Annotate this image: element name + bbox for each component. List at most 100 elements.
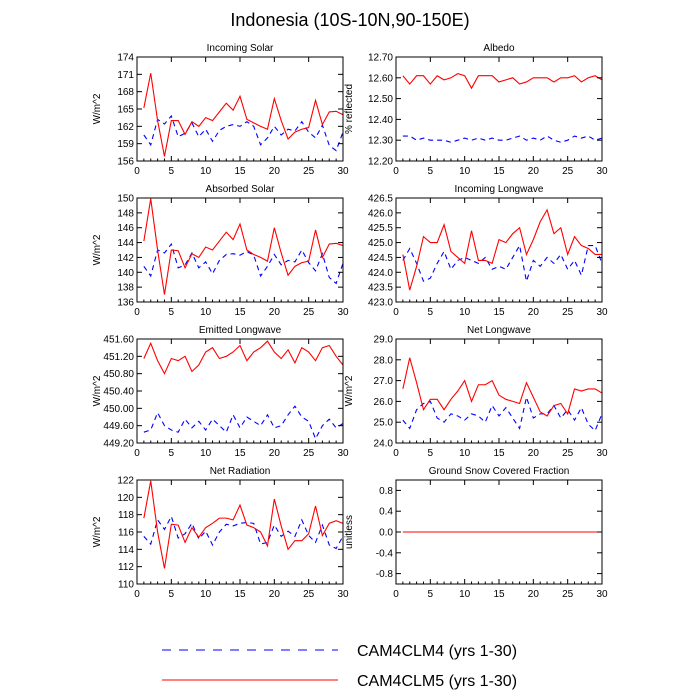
x-tick-label: 0: [134, 589, 140, 600]
panel-title: Emitted Longwave: [199, 325, 282, 336]
x-tick-label: 20: [269, 448, 281, 459]
series-clm4-line: [143, 114, 344, 152]
series-clm5-line: [143, 480, 344, 569]
x-tick-label: 15: [234, 166, 246, 177]
x-tick-label: 5: [428, 307, 434, 318]
panel-title: Albedo: [483, 43, 515, 54]
plot-frame: [395, 338, 603, 444]
y-tick-label: 144: [117, 238, 134, 249]
series-clm5-line: [402, 73, 603, 90]
y-tick-label: 425.5: [368, 223, 393, 234]
y-tick-label: 142: [117, 253, 134, 264]
panel-incoming-solar: Incoming Solar 0 5 10 15 20 25 30 156 159 162 165 16…: [92, 43, 349, 177]
panel-title: Incoming Solar: [207, 43, 274, 54]
y-tick-label: 450.80: [103, 369, 134, 380]
y-tick-label: 116: [118, 528, 134, 539]
x-tick-label: 30: [596, 448, 608, 459]
y-tick-label: 12.50: [368, 94, 393, 105]
x-tick-label: 30: [337, 166, 349, 177]
x-tick-label: 10: [459, 589, 471, 600]
y-tick-label: 426.0: [368, 208, 393, 219]
x-tick-label: 25: [303, 166, 315, 177]
series-clm5-line: [143, 198, 344, 295]
panel-title: Net Longwave: [467, 325, 531, 336]
x-tick-label: 5: [428, 166, 434, 177]
x-tick-label: 15: [493, 307, 505, 318]
y-tick-label: 112: [118, 562, 134, 573]
y-tick-label: 12.60: [368, 73, 393, 84]
x-tick-label: 10: [459, 307, 471, 318]
y-tick-label: 29.0: [374, 335, 394, 346]
x-tick-label: 20: [269, 589, 281, 600]
y-tick-label: 146: [117, 223, 134, 234]
series-clm5-line: [402, 208, 602, 291]
y-tick-label: 12.70: [368, 53, 393, 64]
plot-frame: [136, 479, 344, 585]
y-tick-label: 426.5: [368, 194, 393, 205]
y-tick-label: -0.8: [376, 569, 394, 580]
x-tick-label: 10: [200, 307, 212, 318]
x-tick-label: 25: [562, 448, 574, 459]
x-tick-label: 5: [169, 166, 175, 177]
series-clm4-line: [143, 405, 344, 440]
y-tick-label: 159: [117, 139, 134, 150]
x-tick-label: 0: [134, 448, 140, 459]
y-axis-label: W/m^2: [92, 234, 103, 265]
x-tick-label: 10: [200, 166, 212, 177]
y-axis-label: unitless: [344, 515, 355, 549]
x-tick-label: 5: [169, 448, 175, 459]
y-tick-label: -0.4: [376, 548, 394, 559]
x-tick-label: 20: [269, 166, 281, 177]
y-tick-label: 28.0: [374, 355, 394, 366]
x-tick-label: 30: [337, 589, 349, 600]
y-tick-label: 114: [118, 545, 134, 556]
y-axis-label: W/m^2: [344, 375, 355, 406]
plot-frame: [395, 56, 603, 162]
x-tick-label: 5: [169, 307, 175, 318]
y-tick-label: 174: [117, 53, 134, 64]
y-tick-label: 25.0: [374, 418, 394, 429]
series-clm5-line: [143, 340, 344, 375]
y-axis-label: W/m^2: [92, 516, 103, 547]
y-axis-label: W/m^2: [92, 375, 103, 406]
plot-frame: [395, 197, 603, 303]
y-tick-label: 140: [117, 268, 134, 279]
x-tick-label: 20: [528, 589, 540, 600]
y-tick-label: 110: [118, 580, 134, 591]
x-tick-label: 0: [393, 589, 399, 600]
x-tick-label: 15: [234, 448, 246, 459]
legend: CAM4CLM4 (yrs 1-30) CAM4CLM5 (yrs 1-30): [162, 643, 517, 690]
x-tick-label: 20: [528, 448, 540, 459]
figure-title: Indonesia (10S-10N,90-150E): [230, 10, 469, 30]
x-tick-label: 0: [134, 307, 140, 318]
y-tick-label: 450.00: [103, 404, 134, 415]
series-clm4-line: [402, 135, 603, 143]
x-tick-label: 10: [200, 448, 212, 459]
x-tick-label: 15: [493, 589, 505, 600]
y-tick-label: 165: [117, 105, 134, 116]
series-clm5-line: [402, 357, 603, 417]
x-tick-label: 15: [493, 448, 505, 459]
y-tick-label: 26.0: [374, 397, 394, 408]
y-axis-label: % reflected: [344, 84, 355, 134]
y-tick-label: 12.30: [368, 136, 393, 147]
panel-incoming-longwave: Incoming Longwave 0 5 10 15 20 25 30 423.0 423.5 4…: [368, 184, 608, 318]
series-clm4-line: [402, 243, 603, 284]
panels: Incoming Solar 0 5 10 15 20 25 30 156 159 162 165 16…: [92, 43, 608, 600]
x-tick-label: 10: [459, 448, 471, 459]
series-clm4-line: [143, 242, 344, 285]
x-tick-label: 15: [493, 166, 505, 177]
panel-title: Net Radiation: [210, 466, 271, 477]
panel-emitted-longwave: Emitted Longwave 0 5 10 15 20 25 30 449.20 449.60…: [92, 325, 349, 459]
y-tick-label: 450.40: [103, 387, 134, 398]
y-tick-label: 171: [117, 70, 134, 81]
x-tick-label: 20: [528, 166, 540, 177]
y-tick-label: 148: [117, 208, 134, 219]
panel-title: Ground Snow Covered Fraction: [429, 466, 570, 477]
x-tick-label: 0: [134, 166, 140, 177]
x-tick-label: 30: [337, 448, 349, 459]
y-tick-label: 423.5: [368, 283, 393, 294]
x-tick-label: 5: [428, 448, 434, 459]
x-tick-label: 15: [234, 307, 246, 318]
